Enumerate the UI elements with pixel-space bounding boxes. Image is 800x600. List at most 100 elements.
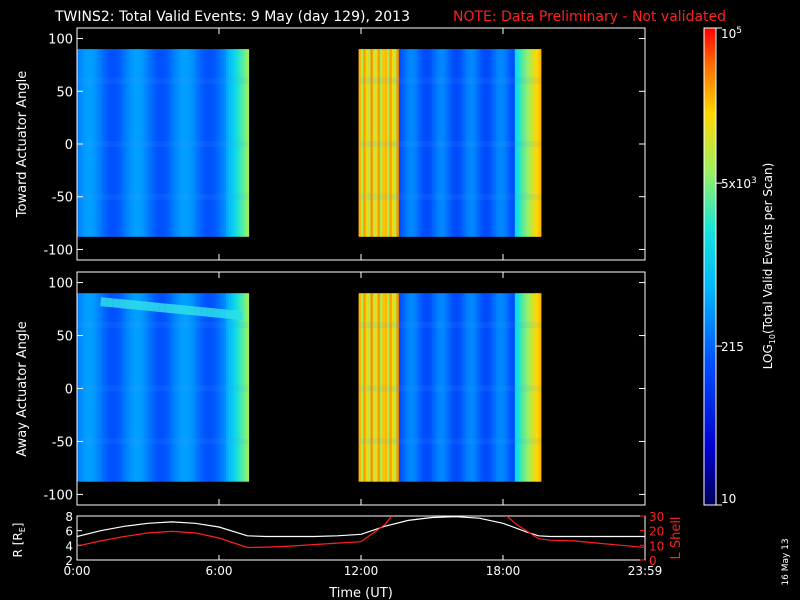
orbit-right-label: L Shell [669,516,684,559]
away-heat-column [427,293,431,482]
toward-heat-column [77,49,80,237]
colorbar-label-main: LOG [761,344,775,369]
away-cyan-band [159,303,167,313]
y-tick-label: -50 [52,191,73,206]
toward-heat-column [467,49,471,237]
away-heat-column [214,293,218,482]
away-heat-column [178,293,182,482]
away-heat-column [223,293,227,482]
away-heat-column [86,293,90,482]
away-heat-column [493,293,497,482]
away-heat-column [103,293,106,482]
away-heat-column [408,293,412,482]
away-cyan-band [188,305,196,316]
toward-heat-column [169,49,173,237]
orbit-left-label-main: R [R [11,532,25,557]
toward-heat-column [450,49,454,237]
toward-heat-column [122,49,125,237]
toward-heat-column [103,49,106,237]
toward-heat-column [465,49,468,237]
colorbar-tick-exp: 5 [736,26,742,36]
toward-heat-column [178,49,182,237]
away-heat-column [365,293,369,482]
away-cyan-band [206,307,214,318]
toward-heat-column [503,49,506,237]
toward-heat-column [361,49,364,237]
away-heat-column [240,293,244,482]
toward-heat-column [372,49,376,237]
away-heat-column [387,293,390,482]
toward-heat-column [157,49,161,237]
toward-heat-column [512,49,516,237]
toward-heat-column [413,49,416,237]
away-heat-column [448,293,452,482]
away-heatmap [77,293,542,482]
away-heat-column [107,293,111,482]
away-heat-column [226,293,229,482]
away-heat-column [98,293,102,482]
away-heat-column [117,293,121,482]
toward-heat-column [81,49,85,237]
toward-heat-column [200,49,203,237]
away-heat-column [477,293,480,482]
toward-heat-column [124,49,128,237]
toward-heat-column [536,49,539,237]
toward-heat-column [526,49,530,237]
toward-heat-column [488,49,492,237]
colorbar-label: LOG10(Total Valid Events per Scan) [761,163,777,370]
away-heat-column [389,293,393,482]
toward-heat-column [493,49,497,237]
toward-heat-column [219,49,222,237]
away-cyan-band [177,304,184,315]
toward-heat-column [495,49,499,237]
away-heat-column [465,293,468,482]
heat-band [77,385,249,392]
away-heat-column [114,293,118,482]
away-heat-column [112,293,116,482]
toward-heat-column [150,49,154,237]
toward-heat-column [176,49,180,237]
away-heat-column [237,293,241,482]
toward-heat-column [455,49,459,237]
toward-heat-column [100,49,104,237]
away-cyan-band [200,307,208,317]
orbit-left-tick-label: 4 [65,539,73,553]
away-heat-column [443,293,447,482]
toward-heat-column [507,49,511,237]
toward-heat-column [531,49,535,237]
away-heat-column [396,293,400,482]
toward-heat-column [429,49,433,237]
toward-heat-column [446,49,450,237]
away-heat-column [216,293,220,482]
away-heat-column [88,293,92,482]
orbit-x-tick-label: 0:00 [64,564,91,578]
orbit-right-tick-label: 20 [649,525,664,539]
away-cyan-band [112,298,119,308]
toward-heat-column [197,49,201,237]
toward-heat-column [188,49,192,237]
away-heat-column [486,293,490,482]
toward-heat-column [529,49,532,237]
toward-heat-column [524,49,528,237]
orbit-right-tick-label: 10 [649,539,664,553]
away-heat-column [372,293,376,482]
toward-heat-column [484,49,487,237]
away-heat-column [467,293,471,482]
toward-heat-column [162,49,166,237]
toward-heat-column [443,49,447,237]
toward-heat-column [462,49,466,237]
away-heat-column [524,293,528,482]
orbit-left-label-end: ] [11,523,25,528]
toward-heat-column [387,49,390,237]
toward-heat-column [237,49,241,237]
toward-heat-column [389,49,393,237]
away-heat-column [488,293,492,482]
away-heat-column [138,293,142,482]
toward-heat-column [119,49,123,237]
away-heat-column [441,293,445,482]
toward-heat-column [209,49,213,237]
away-heat-column [379,293,383,482]
heat-band [358,385,541,392]
toward-heat-column [368,49,371,237]
